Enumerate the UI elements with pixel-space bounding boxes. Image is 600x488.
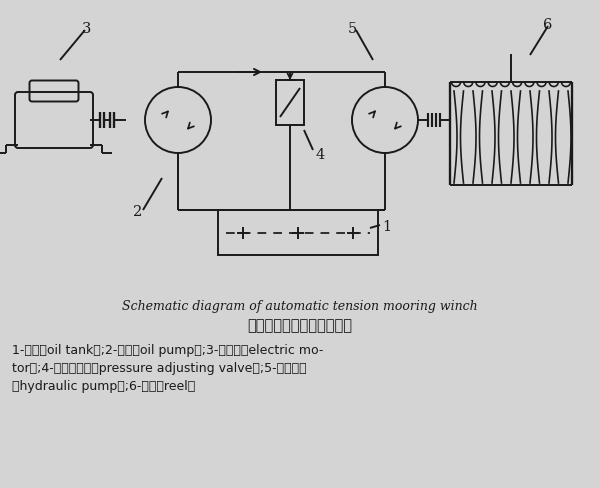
Text: 3: 3 xyxy=(82,22,91,36)
Bar xyxy=(276,80,304,125)
Text: tor）;4-压力调节阀（pressure adjusting valve）;5-液压马达: tor）;4-压力调节阀（pressure adjusting valve）;5… xyxy=(12,362,307,375)
Text: 2: 2 xyxy=(133,205,142,219)
Text: 5: 5 xyxy=(348,22,357,36)
Text: 自动张力给缆机原理示意图: 自动张力给缆机原理示意图 xyxy=(248,318,353,333)
Text: 1: 1 xyxy=(382,220,391,234)
Text: 1-油筱（oil tank）;2-油泵（oil pump）;3-电动机（electric mo-: 1-油筱（oil tank）;2-油泵（oil pump）;3-电动机（elec… xyxy=(12,344,323,357)
Text: Schematic diagram of automatic tension mooring winch: Schematic diagram of automatic tension m… xyxy=(122,300,478,313)
Text: 4: 4 xyxy=(315,148,324,162)
Text: 6: 6 xyxy=(543,18,553,32)
Text: （hydraulic pump）;6-卷筒（reel）: （hydraulic pump）;6-卷筒（reel） xyxy=(12,380,195,393)
Bar xyxy=(218,210,378,255)
